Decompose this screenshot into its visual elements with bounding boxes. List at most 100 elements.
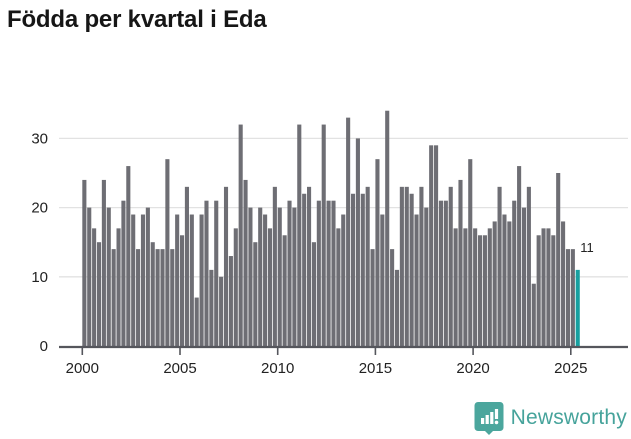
bar-quarter: [101, 179, 106, 346]
bar-quarter: [175, 214, 180, 346]
bar-quarter: [302, 193, 307, 346]
logo-exclamation-dot: [494, 420, 498, 425]
y-axis-tick-label: 30: [31, 130, 48, 147]
bar-quarter: [419, 186, 424, 346]
bar-quarter: [263, 214, 268, 346]
bar-quarter: [311, 242, 316, 346]
bar-quarter: [521, 207, 527, 346]
y-axis-tick-label: 10: [31, 269, 48, 286]
x-axis-tick-label: 2015: [359, 360, 392, 377]
x-axis-tick-label: 2020: [456, 360, 489, 377]
bar-quarter: [551, 235, 556, 346]
bar-quarter: [434, 145, 439, 346]
bar-quarter: [497, 186, 502, 346]
bar-quarter: [482, 235, 487, 346]
bar-quarter: [487, 228, 492, 346]
newsworthy-logo: Newsworthy: [474, 401, 627, 435]
bar-quarter: [355, 138, 360, 346]
logo-exclamation-stem: [494, 409, 498, 419]
bar-quarter: [292, 207, 297, 346]
bar-quarter: [404, 186, 409, 346]
bar-quarter: [336, 228, 341, 346]
bar-quarter: [492, 221, 497, 346]
bar-quarter: [116, 228, 121, 346]
bar-quarter: [121, 200, 126, 346]
bar-quarter: [546, 228, 551, 346]
bar-quarter: [316, 200, 321, 346]
newsworthy-logo-text: Newsworthy: [510, 406, 627, 429]
bar-quarter: [96, 242, 102, 346]
logo-bar-1: [480, 418, 484, 424]
bar-quarter: [458, 179, 463, 346]
bar-quarter: [365, 186, 370, 346]
bar-quarter: [468, 159, 473, 346]
bar-quarter: [409, 193, 414, 346]
x-axis-tick-label: 2000: [66, 360, 99, 377]
bar-quarter: [517, 166, 522, 346]
bar-quarter: [87, 207, 92, 346]
bar-quarter: [287, 200, 292, 346]
bar-quarter: [473, 228, 478, 346]
bar-quarter: [170, 249, 175, 346]
highlight-value-label: 11: [580, 240, 594, 255]
bar-quarter: [531, 283, 536, 346]
bar-quarter: [92, 228, 97, 346]
bar-quarter: [126, 166, 131, 346]
bar-quarter: [155, 249, 160, 346]
bar-quarter: [180, 235, 185, 346]
bar-quarter: [297, 124, 302, 346]
logo-bar-3: [489, 412, 494, 424]
bar-quarter: [565, 249, 571, 346]
bar-quarter: [238, 124, 243, 346]
bar-quarter: [219, 276, 224, 346]
bar-quarter: [477, 235, 483, 346]
bar-quarter: [526, 186, 531, 346]
bar-quarter: [414, 214, 419, 346]
y-axis-tick-label: 0: [40, 338, 48, 355]
bar-quarter: [106, 207, 111, 346]
bar-quarter: [360, 193, 365, 346]
bar-quarter: [204, 200, 209, 346]
bar-quarter: [321, 124, 326, 346]
bar-quarter: [82, 179, 87, 346]
bar-quarter: [233, 228, 238, 346]
bar-quarter: [150, 242, 155, 346]
newsworthy-logo-icon: [474, 402, 504, 435]
bar-quarter: [209, 269, 214, 346]
bar-quarter: [277, 207, 282, 346]
bar-quarter: [199, 214, 204, 346]
bar-quarter: [140, 214, 146, 346]
bar-quarter: [394, 269, 400, 346]
bar-quarter: [160, 249, 165, 346]
bar-quarter: [507, 221, 512, 346]
logo-bubble-shape: [474, 402, 504, 435]
bar-quarter: [370, 249, 375, 346]
bar-quarter: [399, 186, 404, 346]
bar-quarter: [346, 117, 351, 346]
bar-quarter: [214, 200, 219, 346]
bar-quarter: [253, 242, 258, 346]
bar-quarter: [243, 179, 248, 346]
bar-quarter: [282, 235, 287, 346]
bar-quarter: [258, 207, 263, 346]
bar-quarter: [448, 186, 453, 346]
bar-quarter: [443, 200, 448, 346]
bar-quarter: [463, 228, 468, 346]
bar-quarter: [307, 186, 312, 346]
bar-quarter: [272, 186, 277, 346]
bar-quarter: [502, 214, 507, 346]
bar-quarter: [438, 200, 443, 346]
bar-quarter: [228, 256, 233, 346]
bar-quarter: [223, 186, 229, 346]
x-axis-tick-label: 2010: [261, 360, 294, 377]
bar-quarter: [429, 145, 434, 346]
y-axis-tick-label: 20: [31, 200, 48, 217]
bar-quarter: [341, 214, 346, 346]
x-axis-tick-label: 2005: [163, 360, 196, 377]
bar-quarter: [136, 249, 141, 346]
bar-quarter: [267, 228, 273, 346]
bar-quarter: [194, 297, 199, 346]
bar-quarter: [184, 186, 189, 346]
